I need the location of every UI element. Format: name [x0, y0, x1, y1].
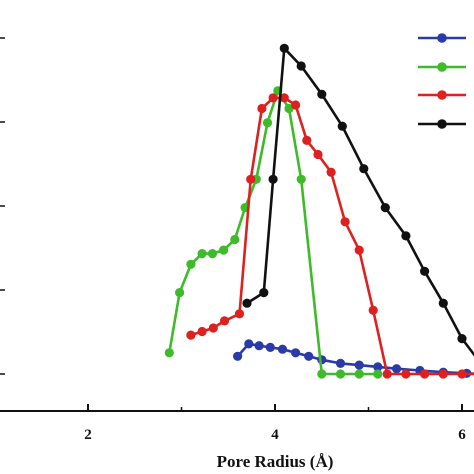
series-line-4 — [246, 46, 474, 357]
x-axis-label: Pore Radius (Å) — [217, 452, 334, 471]
legend-swatch-marker — [437, 33, 447, 43]
data-point — [354, 245, 364, 255]
data-point — [259, 288, 269, 298]
x-tick-label: 4 — [271, 427, 279, 443]
data-point — [242, 298, 252, 308]
data-point — [219, 316, 230, 326]
data-point — [401, 231, 411, 241]
data-point — [457, 369, 467, 379]
series-line-3 — [190, 96, 474, 376]
data-point — [234, 309, 245, 319]
data-point — [219, 245, 229, 255]
data-point — [233, 351, 243, 361]
data-point — [313, 149, 323, 160]
data-point — [317, 369, 327, 379]
data-point — [373, 369, 383, 379]
data-point — [457, 334, 467, 344]
data-point — [380, 203, 390, 213]
legend-swatch-marker — [437, 119, 447, 129]
data-point — [340, 217, 350, 227]
data-point — [335, 358, 346, 368]
data-point — [392, 364, 402, 374]
data-point — [317, 89, 327, 99]
data-point — [265, 342, 275, 352]
data-point — [354, 360, 364, 370]
data-point — [246, 174, 256, 184]
data-point — [401, 369, 411, 379]
data-point — [304, 351, 314, 361]
data-point — [296, 61, 306, 71]
data-point — [186, 259, 196, 269]
data-point — [208, 323, 218, 333]
x-ticks: 2 4 6 — [0, 37, 466, 443]
data-point — [337, 121, 347, 131]
data-point — [268, 93, 278, 103]
data-point — [230, 234, 240, 245]
data-point — [254, 341, 264, 351]
data-point — [277, 344, 288, 354]
x-tick-label: 6 — [458, 427, 466, 443]
data-point — [438, 369, 448, 379]
series-line-1 — [236, 342, 474, 375]
data-point — [354, 369, 364, 379]
data-point — [438, 298, 448, 308]
data-point — [257, 103, 267, 114]
data-point — [291, 100, 301, 110]
data-point — [279, 43, 289, 53]
data-point — [296, 174, 306, 184]
data-point — [359, 164, 369, 174]
x-tick-label: 2 — [84, 427, 92, 443]
data-point — [164, 348, 174, 358]
data-point — [326, 167, 336, 177]
data-point — [291, 348, 301, 358]
data-point — [382, 369, 392, 379]
data-point — [420, 369, 430, 379]
data-point — [420, 266, 430, 276]
data-point — [373, 362, 383, 372]
legend-swatch-marker — [437, 62, 447, 72]
data-point — [197, 249, 207, 259]
legend — [418, 33, 466, 129]
series-layer — [164, 43, 474, 379]
data-point — [244, 339, 254, 349]
data-point — [335, 369, 346, 379]
data-point — [268, 174, 278, 184]
data-point — [207, 249, 217, 259]
data-point — [368, 305, 378, 315]
data-point — [262, 118, 273, 128]
data-point — [197, 326, 207, 337]
data-point — [279, 93, 289, 103]
data-point — [186, 330, 196, 340]
data-point — [175, 288, 185, 298]
data-point — [302, 135, 312, 145]
legend-swatch-marker — [437, 90, 447, 100]
